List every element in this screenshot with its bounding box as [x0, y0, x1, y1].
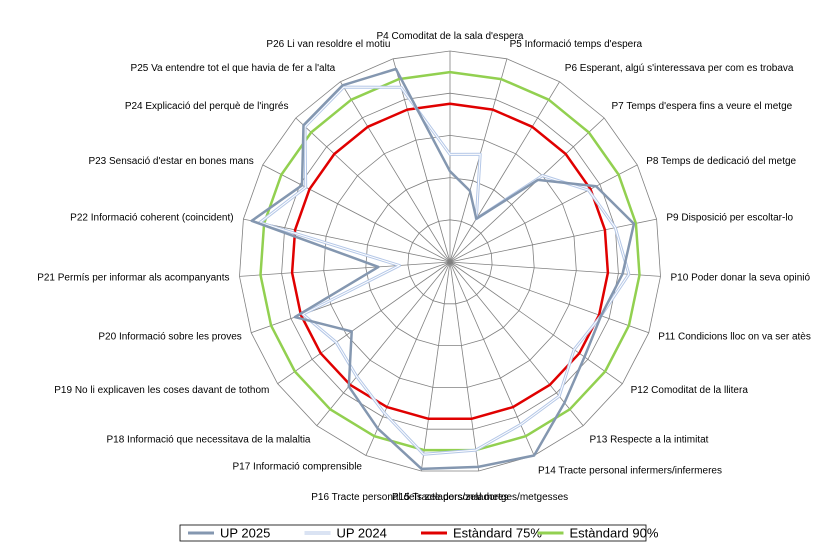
- grid-spoke: [449, 164, 638, 263]
- grid-spoke: [449, 261, 649, 334]
- legend-label-up-2024: UP 2024: [337, 526, 387, 541]
- axis-label: P8 Temps de dedicació del metge: [646, 156, 796, 167]
- grid-spoke: [295, 117, 451, 263]
- grid-spoke: [420, 261, 451, 472]
- axis-label: P15 Tracte personal metges/metgesses: [392, 492, 568, 503]
- axis-label: P16 Tracte personal dels zeladors/zelado…: [311, 492, 508, 503]
- grid-spoke: [340, 81, 451, 263]
- legend-label-up-2025: UP 2025: [220, 526, 270, 541]
- series-line-up-2025: [250, 67, 636, 471]
- axis-label: P12 Comoditat de la llitera: [631, 385, 749, 396]
- axis-label: P14 Tracte personal infermers/infermeres: [538, 466, 722, 477]
- grid-spoke: [365, 261, 451, 456]
- grid-spoke: [449, 261, 535, 456]
- grid-spoke: [243, 218, 451, 263]
- grid-spoke: [449, 117, 605, 263]
- grid-spoke: [449, 81, 560, 263]
- grid-ring: [323, 134, 577, 388]
- grid-spoke: [449, 218, 657, 263]
- axis-label: P20 Informació sobre les proves: [98, 332, 241, 343]
- axis-label: P26 Li van resoldre el motiu: [266, 39, 390, 50]
- radar-series: [250, 67, 641, 471]
- axis-label: P25 Va entendre tot el que havia de fer …: [131, 63, 336, 74]
- grid-spoke: [277, 261, 451, 385]
- axis-label: P24 Explicació del perquè de l'ingrés: [125, 101, 289, 112]
- grid-spoke: [449, 261, 584, 426]
- series-line-up-2024-core: [259, 86, 630, 455]
- series-line-est-ndard-75: [290, 102, 610, 421]
- axis-label: P23 Sensació d'estar en bones mans: [88, 156, 253, 167]
- axis-label: P17 Informació comprensible: [232, 462, 362, 473]
- grid-spoke: [449, 261, 661, 277]
- grid-ring: [365, 177, 535, 347]
- grid-spoke: [251, 261, 451, 334]
- axis-label: P9 Disposició per escoltar-lo: [666, 213, 793, 224]
- series-line-est-ndard-90: [259, 70, 641, 452]
- grid-spoke: [262, 164, 451, 263]
- axis-label: P13 Respecte a la intimitat: [590, 434, 709, 445]
- axis-label: P11 Condicions lloc on va ser atès: [658, 332, 811, 343]
- axis-label: P7 Temps d'espera fins a veure el metge: [612, 101, 793, 112]
- axis-label: P22 Informació coherent (coincident): [70, 213, 233, 224]
- legend-label-est-ndard-90: Estàndard 90%: [570, 526, 659, 541]
- grid-spoke: [449, 261, 623, 385]
- legend-box: [179, 524, 647, 542]
- grid-spoke: [392, 58, 451, 263]
- grid-spoke: [316, 261, 451, 426]
- grid-ring: [239, 50, 661, 472]
- axis-label: P19 No li explicaven les coses davant de…: [54, 385, 269, 396]
- grid-spoke: [239, 261, 451, 277]
- axis-label: P5 Informació temps d'espera: [510, 39, 643, 50]
- axis-label: P21 Permís per informar als acompanyants: [37, 273, 229, 284]
- radar-grid: [239, 50, 661, 472]
- legend-label-est-ndard-75: Estàndard 75%: [453, 526, 542, 541]
- axis-label: P6 Esperant, algú s'interessava per com …: [565, 63, 794, 74]
- grid-ring: [407, 219, 493, 305]
- axis-label: P4 Comoditat de la sala d'espera: [377, 31, 524, 42]
- grid-spoke: [449, 261, 480, 472]
- axis-label: P10 Poder donar la seva opinió: [671, 273, 811, 284]
- chart-legend: UP 2025 UP 2024 Estàndard 75% Estàndard 90%: [179, 524, 659, 542]
- axis-label: P18 Informació que necessitava de la mal…: [106, 434, 310, 445]
